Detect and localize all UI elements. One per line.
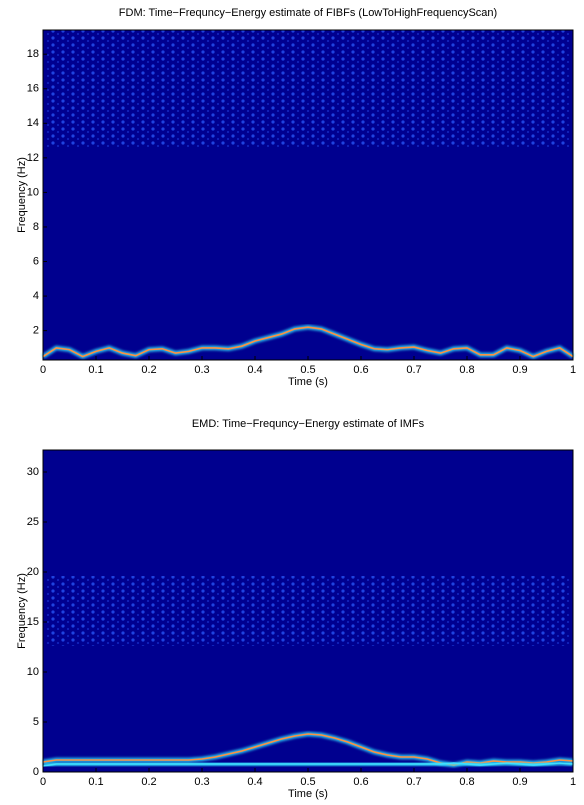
x-tick-label: 0.8	[459, 776, 474, 788]
x-tick-label: 0.4	[247, 364, 262, 376]
y-tick-label: 6	[33, 255, 39, 267]
x-tick-label: 0.5	[300, 364, 315, 376]
data-line	[42, 733, 574, 766]
y-tick-label: 15	[27, 616, 39, 628]
y-tick-label: 10	[27, 186, 39, 198]
y-tick-label: 5	[33, 716, 39, 728]
x-axis-label: Time (s)	[288, 376, 328, 388]
x-tick-label: 0.4	[247, 776, 262, 788]
x-axis-label: Time (s)	[288, 788, 328, 800]
x-tick-label: 0.3	[194, 776, 209, 788]
energy-texture	[46, 576, 570, 646]
x-tick-label: 0.6	[353, 364, 368, 376]
y-axis-label: Frequency (Hz)	[16, 157, 28, 233]
y-tick-label: 8	[33, 221, 39, 233]
y-axis-label: Frequency (Hz)	[16, 573, 28, 649]
x-tick-label: 1	[570, 364, 576, 376]
x-tick-label: 1	[570, 776, 576, 788]
y-tick-label: 10	[27, 666, 39, 678]
data-line	[42, 762, 574, 767]
x-tick-label: 0	[40, 776, 46, 788]
y-tick-label: 20	[27, 566, 39, 578]
y-tick-label: 25	[27, 516, 39, 528]
x-tick-label: 0.7	[406, 364, 421, 376]
y-tick-label: 16	[27, 83, 39, 95]
x-tick-label: 0.2	[141, 776, 156, 788]
x-tick-label: 0.2	[141, 364, 156, 376]
chart-title: EMD: Time−Frequncy−Energy estimate of IM…	[192, 418, 425, 430]
x-tick-label: 0.9	[512, 776, 527, 788]
x-tick-label: 0.6	[353, 776, 368, 788]
y-tick-label: 30	[27, 466, 39, 478]
y-tick-label: 12	[27, 152, 39, 164]
x-tick-label: 0.1	[88, 364, 103, 376]
x-tick-label: 0.9	[512, 364, 527, 376]
x-tick-label: 0.8	[459, 364, 474, 376]
chart-title: FDM: Time−Frequncy−Energy estimate of FI…	[119, 7, 497, 19]
x-tick-label: 0.3	[194, 364, 209, 376]
x-tick-label: 0	[40, 364, 46, 376]
x-tick-label: 0.5	[300, 776, 315, 788]
y-tick-label: 4	[33, 290, 39, 302]
y-tick-label: 18	[27, 48, 39, 60]
y-tick-label: 14	[27, 117, 39, 129]
y-tick-label: 2	[33, 325, 39, 337]
energy-texture	[46, 30, 570, 148]
x-tick-label: 0.1	[88, 776, 103, 788]
y-tick-label: 0	[33, 766, 39, 778]
data-line	[42, 326, 574, 358]
x-tick-label: 0.7	[406, 776, 421, 788]
